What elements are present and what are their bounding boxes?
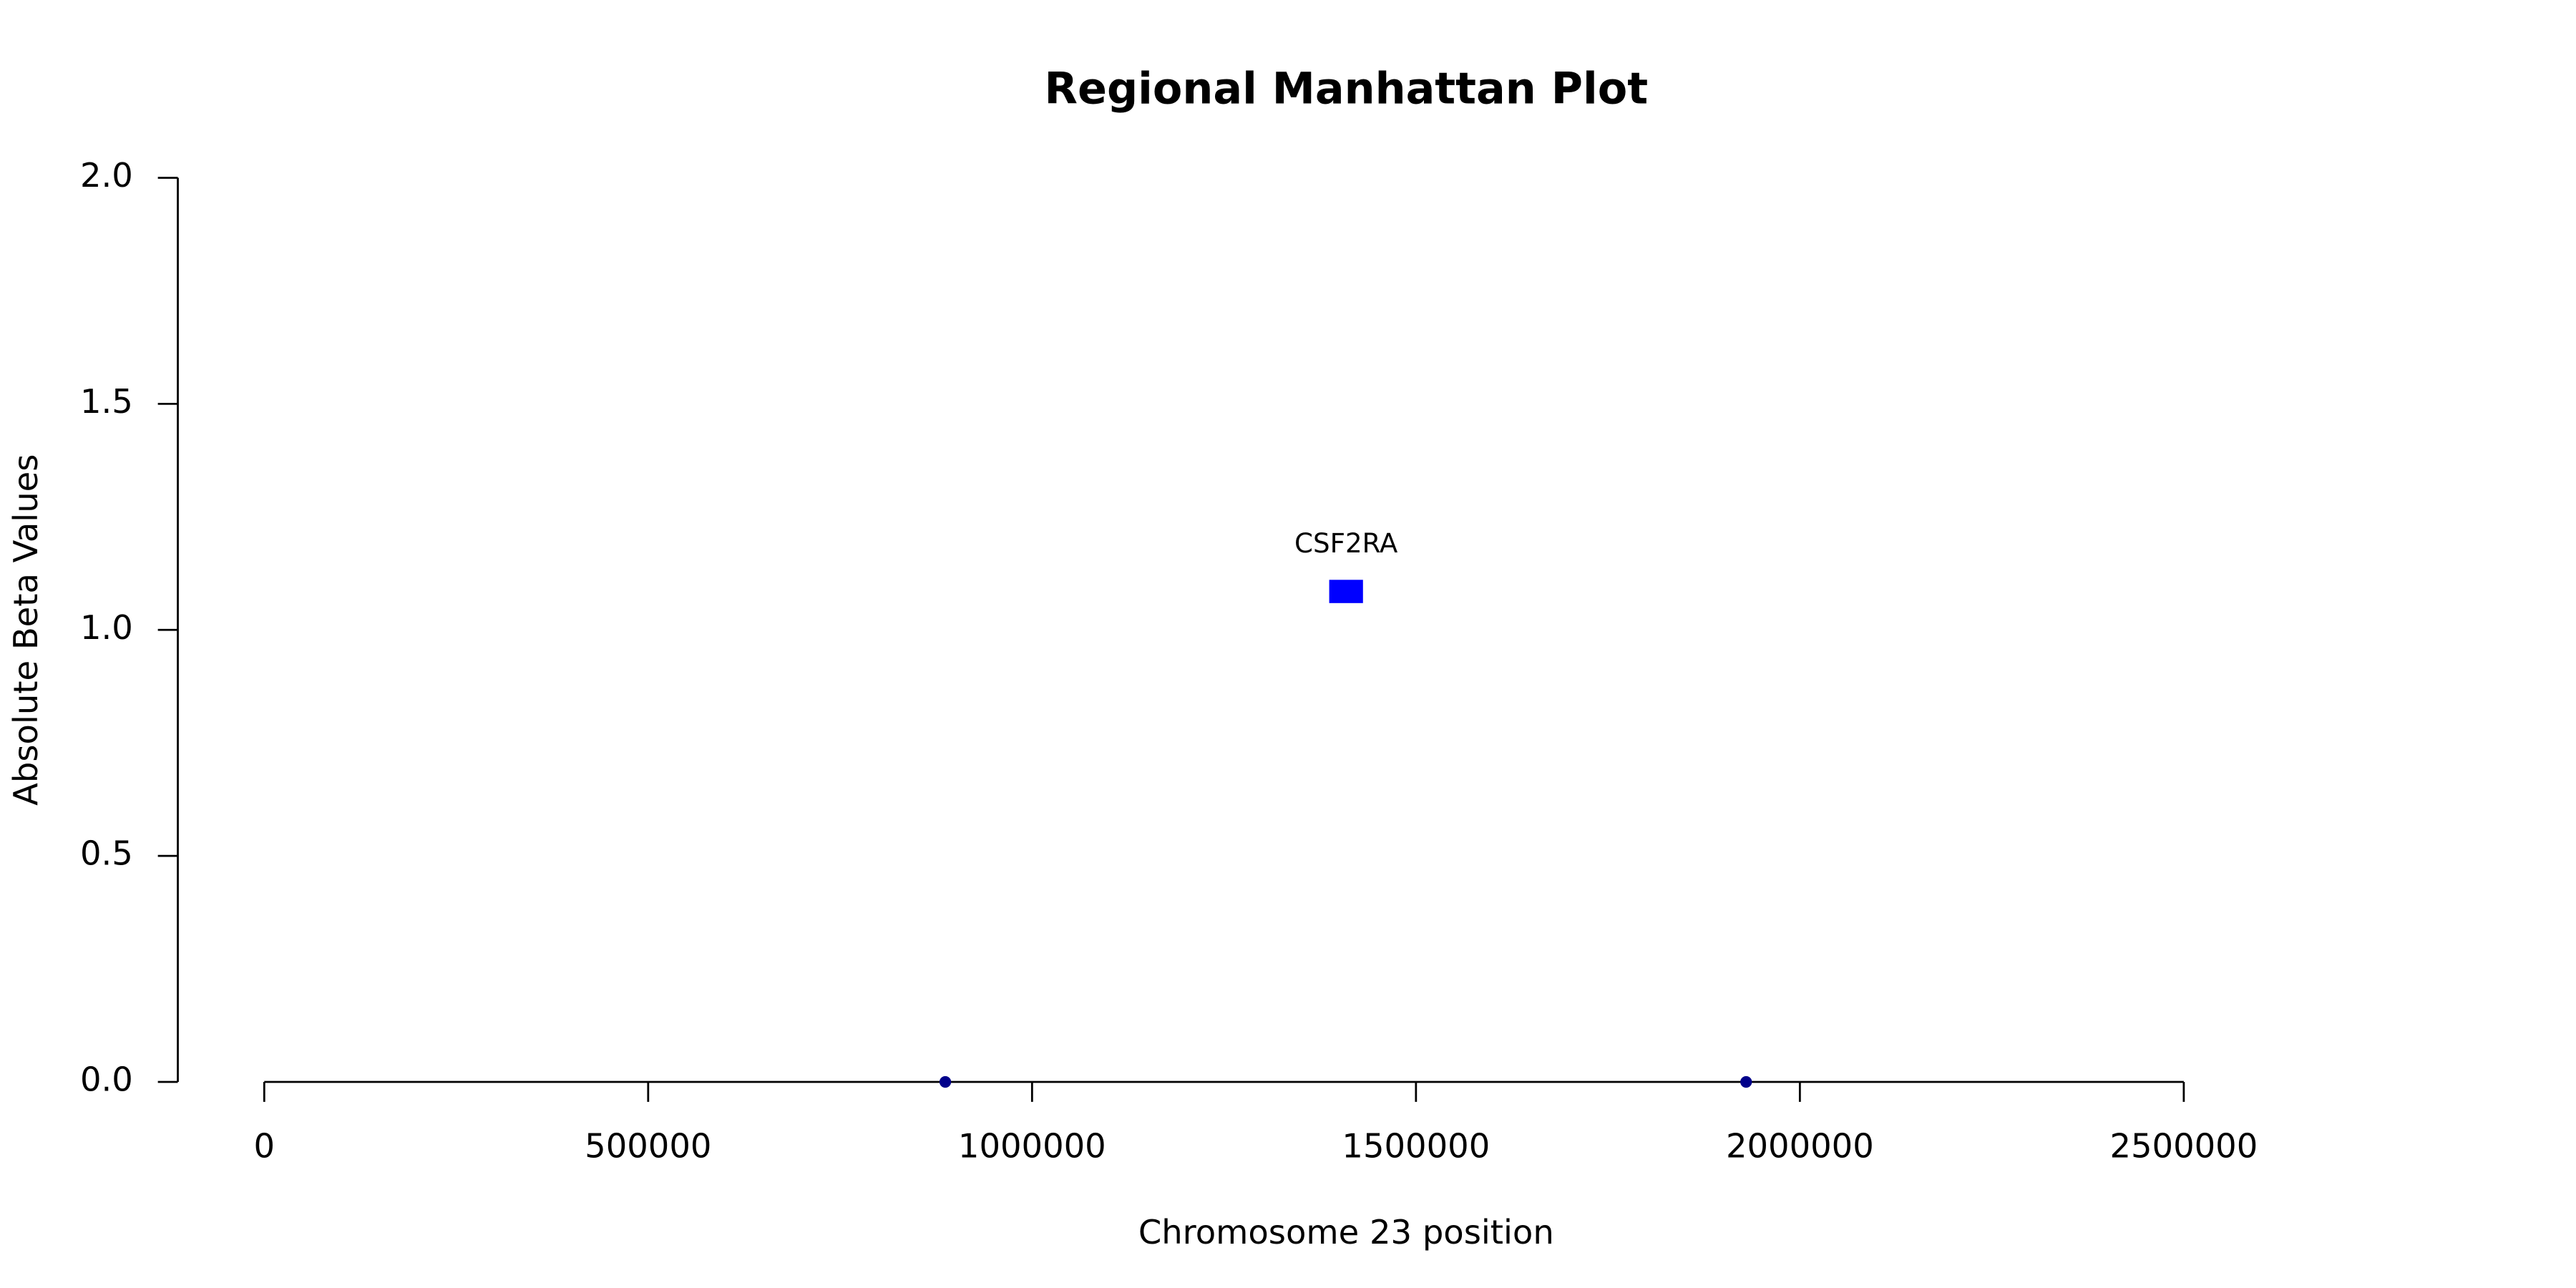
point — [939, 1075, 952, 1088]
y-tick-label: 1.0 — [80, 608, 133, 647]
x-tick-label: 1500000 — [1342, 1126, 1490, 1165]
y-tick-label: 0.0 — [80, 1060, 133, 1099]
x-tick-label: 2500000 — [2109, 1126, 2258, 1165]
x-tick-label: 1000000 — [958, 1126, 1106, 1165]
x-tick-label: 500000 — [585, 1126, 711, 1165]
y-axis-label: Absolute Beta Values — [6, 454, 45, 806]
gene-block — [1329, 580, 1363, 603]
chart-title: Regional Manhattan Plot — [1045, 64, 1649, 114]
point — [1740, 1075, 1752, 1088]
gene-label: CSF2RA — [1294, 528, 1398, 559]
y-tick-label: 1.5 — [80, 382, 133, 421]
x-tick-label: 2000000 — [1726, 1126, 1874, 1165]
x-axis-label: Chromosome 23 position — [1138, 1213, 1554, 1252]
y-tick-label: 0.5 — [80, 834, 133, 873]
x-tick-label: 0 — [254, 1126, 275, 1165]
y-tick-label: 2.0 — [80, 156, 133, 195]
